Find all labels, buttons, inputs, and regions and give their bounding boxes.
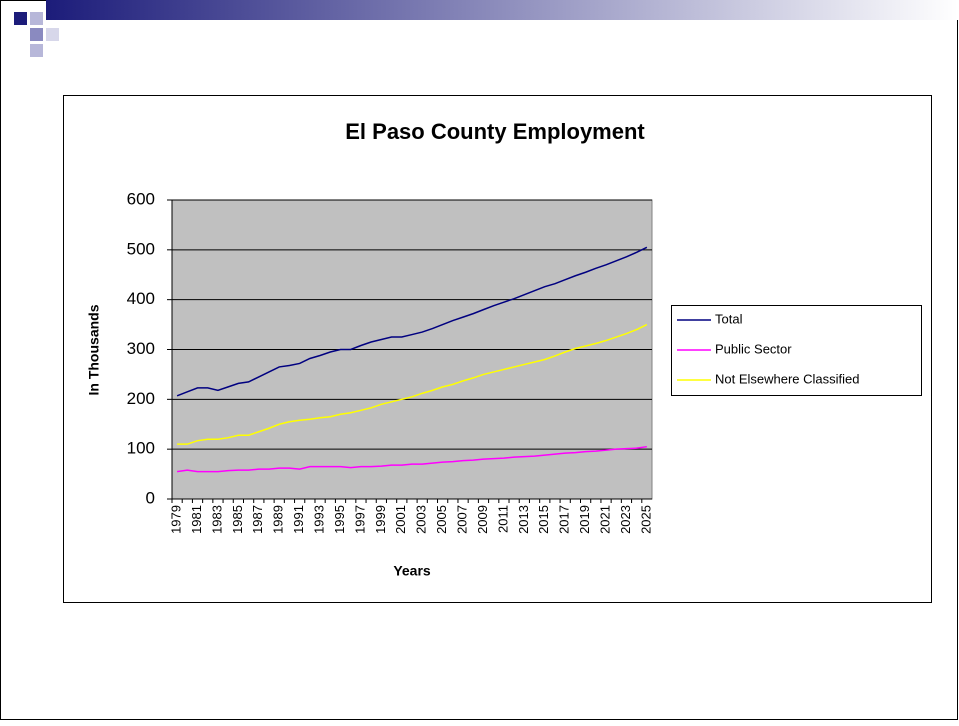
x-tick-label: 2019 — [577, 505, 592, 534]
x-tick-label: 1985 — [230, 505, 245, 534]
x-tick-label: 2005 — [434, 505, 449, 534]
deco-square — [30, 44, 43, 57]
series-line — [177, 445, 647, 473]
x-tick-label: 2017 — [557, 505, 572, 534]
y-tick-label: 400 — [127, 289, 155, 308]
x-axis-label: Years — [393, 563, 431, 579]
deco-square — [14, 12, 27, 25]
x-tick-label: 2009 — [475, 505, 490, 534]
x-tick-label: 1979 — [169, 505, 184, 534]
y-tick-label: 100 — [127, 439, 155, 458]
legend-label: Total — [715, 311, 743, 326]
x-tick-label: 2013 — [516, 505, 531, 534]
legend — [671, 305, 922, 396]
x-tick-label: 2023 — [618, 505, 633, 534]
y-tick-label: 200 — [127, 389, 155, 408]
y-tick-label: 0 — [146, 488, 155, 507]
x-tick-label: 1993 — [312, 505, 327, 534]
series-line — [177, 323, 648, 445]
deco-square — [30, 28, 43, 41]
x-tick-label: 1987 — [250, 505, 265, 534]
x-tick-label: 1989 — [271, 505, 286, 534]
y-tick-label: 500 — [127, 239, 155, 258]
x-tick-label: 1983 — [209, 505, 224, 534]
legend-label: Public Sector — [715, 341, 792, 356]
x-tick-label: 1981 — [189, 505, 204, 534]
legend-label: Not Elsewhere Classified — [715, 371, 860, 386]
y-tick-label: 600 — [127, 189, 155, 208]
y-tick-label: 300 — [127, 339, 155, 358]
deco-square — [30, 12, 43, 25]
x-tick-label: 2011 — [495, 505, 510, 533]
x-tick-label: 2021 — [597, 505, 612, 534]
x-tick-label: 1991 — [291, 505, 306, 534]
deco-square — [46, 28, 59, 41]
x-tick-label: 2025 — [638, 505, 653, 534]
x-tick-label: 2015 — [536, 505, 551, 534]
chart-title: El Paso County Employment — [345, 119, 645, 144]
deco-band — [46, 0, 958, 20]
x-tick-label: 1995 — [332, 505, 347, 534]
x-tick-label: 2007 — [455, 505, 470, 534]
x-tick-label: 2003 — [414, 505, 429, 534]
y-axis-label: In Thousands — [86, 304, 102, 395]
x-tick-label: 2001 — [393, 505, 408, 534]
series-line — [176, 246, 648, 397]
x-tick-label: 1999 — [373, 505, 388, 534]
x-tick-label: 1997 — [352, 505, 367, 534]
